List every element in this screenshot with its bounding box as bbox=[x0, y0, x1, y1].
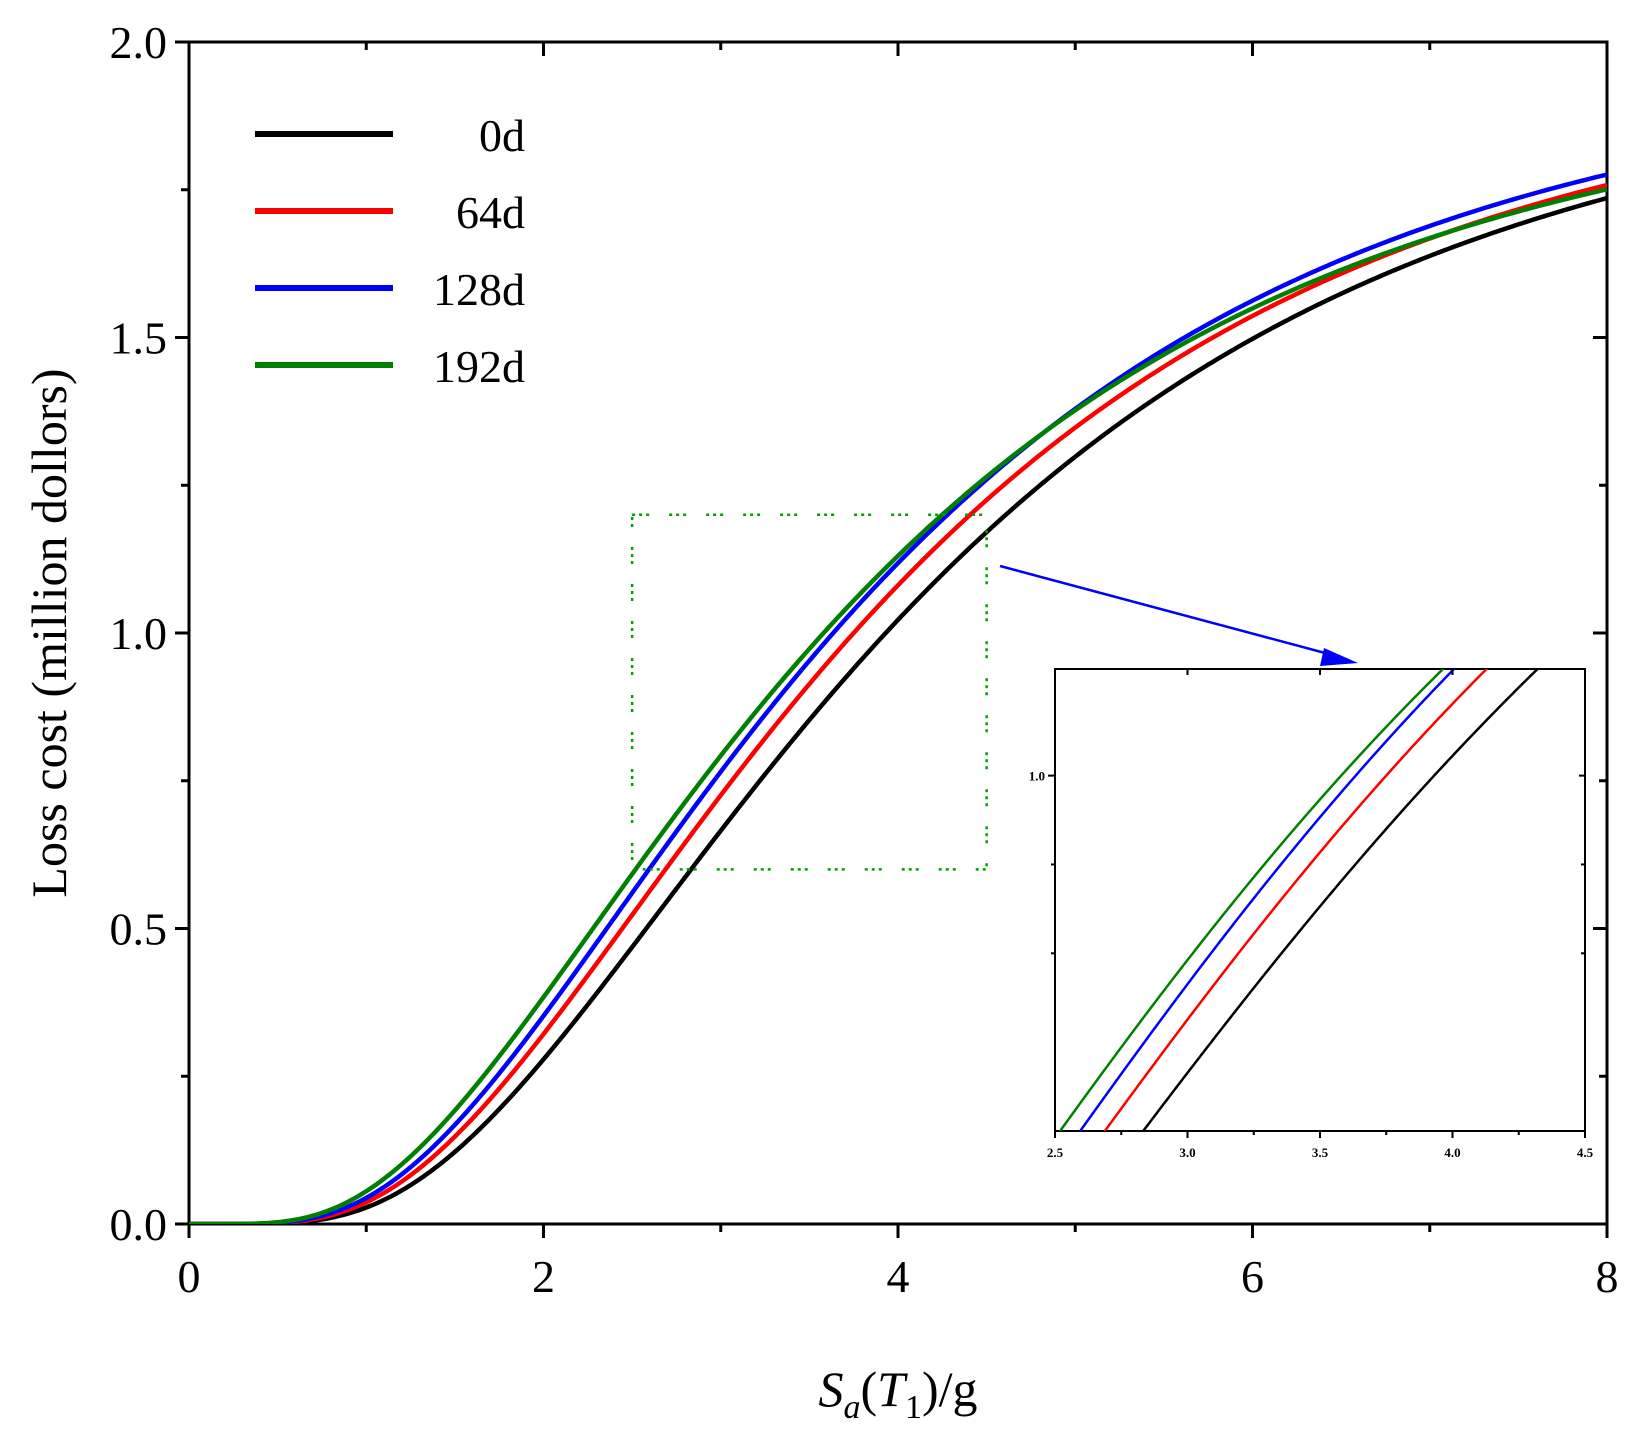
series-line-64d bbox=[189, 182, 1607, 1224]
zoom-arrow-head bbox=[1320, 648, 1358, 666]
y-tick-label: 0.5 bbox=[110, 904, 168, 955]
y-axis-title: Loss cost (million dollors) bbox=[21, 368, 77, 897]
x-title-close: )/g bbox=[922, 1361, 978, 1417]
inset-axis-ticks: 2.5 3.0 3.5 4.0 4.5 1.0 bbox=[1029, 669, 1594, 1160]
x-tick-label: 2 bbox=[532, 1251, 555, 1302]
legend-label-192d: 192d bbox=[433, 341, 525, 392]
legend-label-0d: 0d bbox=[479, 110, 525, 161]
inset-series-line-128d bbox=[1078, 669, 1456, 1131]
main-series-group bbox=[189, 172, 1607, 1224]
inset-y-tick-label: 1.0 bbox=[1029, 769, 1045, 784]
y-tick-label: 2.0 bbox=[110, 17, 168, 68]
inset-x-tick-label: 3.5 bbox=[1312, 1145, 1329, 1160]
inset-x-tick-label: 3.0 bbox=[1179, 1145, 1195, 1160]
series-line-0d bbox=[189, 195, 1607, 1224]
inset-x-tick-label: 4.0 bbox=[1444, 1145, 1460, 1160]
x-title-t: T bbox=[877, 1361, 908, 1417]
x-title-open: ( bbox=[860, 1361, 877, 1417]
x-title-s: S bbox=[818, 1361, 843, 1417]
zoom-arrow bbox=[999, 564, 1341, 659]
x-title-sub-1: 1 bbox=[905, 1389, 922, 1426]
series-line-192d bbox=[189, 187, 1607, 1224]
x-tick-label: 0 bbox=[178, 1251, 201, 1302]
series-line-128d bbox=[189, 172, 1607, 1224]
inset-x-tick-label: 4.5 bbox=[1577, 1145, 1594, 1160]
inset-series-line-64d bbox=[1103, 669, 1489, 1131]
x-tick-label: 6 bbox=[1241, 1251, 1264, 1302]
x-axis-title: Sa(T1)/g bbox=[818, 1361, 977, 1426]
x-tick-label: 4 bbox=[887, 1251, 910, 1302]
legend-label-64d: 64d bbox=[456, 187, 525, 238]
inset-series-line-0d bbox=[1141, 669, 1540, 1131]
y-tick-label: 1.0 bbox=[110, 608, 168, 659]
inset-x-tick-label: 2.5 bbox=[1047, 1145, 1064, 1160]
y-tick-label: 0.0 bbox=[110, 1199, 168, 1250]
inset-frame bbox=[1054, 668, 1586, 1132]
main-axis-ticks: 0 2 4 6 8 0.0 0.5 1.0 1.5 2.0 bbox=[110, 17, 1619, 1302]
x-title-sub-a: a bbox=[843, 1389, 860, 1426]
legend: 0d 64d 128d 192d bbox=[255, 110, 525, 392]
y-tick-label: 1.5 bbox=[110, 313, 168, 364]
inset-series-group bbox=[1058, 669, 1540, 1131]
inset-series-line-192d bbox=[1058, 669, 1445, 1131]
x-tick-label: 8 bbox=[1596, 1251, 1619, 1302]
legend-label-128d: 128d bbox=[433, 264, 525, 315]
